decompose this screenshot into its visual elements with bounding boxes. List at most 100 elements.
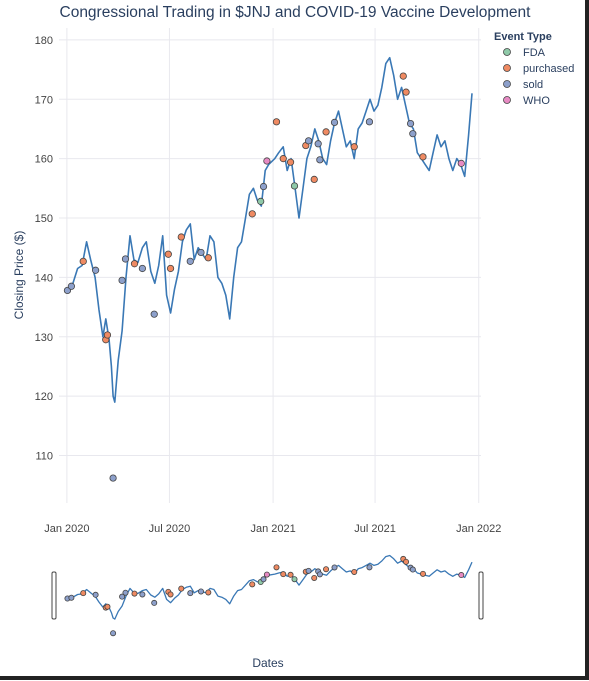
event-marker-sold[interactable] xyxy=(122,589,129,596)
event-marker-sold[interactable] xyxy=(150,310,158,318)
event-marker-purchased[interactable] xyxy=(323,566,330,573)
event-marker-sold[interactable] xyxy=(409,130,417,138)
legend-title: Event Type xyxy=(494,31,552,43)
event-marker-purchased[interactable] xyxy=(177,233,185,241)
event-marker-sold[interactable] xyxy=(406,119,415,128)
event-marker-purchased[interactable] xyxy=(167,591,174,598)
legend-label-sold[interactable]: sold xyxy=(523,79,543,91)
event-marker-sold[interactable] xyxy=(305,567,312,574)
event-marker-sold[interactable] xyxy=(197,588,204,595)
y-tick-label: 180 xyxy=(35,35,53,47)
event-marker-purchased[interactable] xyxy=(166,264,175,273)
event-marker-purchased[interactable] xyxy=(419,153,427,161)
event-marker-sold[interactable] xyxy=(92,266,100,274)
event-marker-purchased[interactable] xyxy=(419,570,426,577)
event-marker-who[interactable] xyxy=(457,159,465,167)
event-marker-fda[interactable] xyxy=(290,182,299,190)
range-slider-handle-right[interactable] xyxy=(478,571,484,620)
range-slider[interactable] xyxy=(51,550,484,640)
legend-marker-fda[interactable] xyxy=(503,48,511,56)
event-marker-sold[interactable] xyxy=(187,590,194,597)
event-marker-purchased[interactable] xyxy=(80,590,87,597)
range-slider-handle-left[interactable] xyxy=(51,571,57,620)
event-marker-sold[interactable] xyxy=(110,630,117,637)
event-marker-purchased[interactable] xyxy=(279,155,287,163)
event-marker-purchased[interactable] xyxy=(286,158,295,166)
event-marker-sold[interactable] xyxy=(197,248,205,257)
x-axis-label: Dates xyxy=(252,656,283,670)
event-marker-sold[interactable] xyxy=(260,576,267,583)
event-marker-sold[interactable] xyxy=(314,140,322,148)
event-marker-fda[interactable] xyxy=(257,197,265,205)
event-marker-purchased[interactable] xyxy=(280,571,287,578)
event-marker-sold[interactable] xyxy=(331,564,338,571)
event-marker-purchased[interactable] xyxy=(273,564,280,571)
event-marker-sold[interactable] xyxy=(304,137,313,145)
event-marker-purchased[interactable] xyxy=(131,590,138,597)
event-marker-sold[interactable] xyxy=(68,594,75,601)
event-marker-purchased[interactable] xyxy=(322,128,330,136)
event-marker-sold[interactable] xyxy=(121,255,130,263)
x-tick-label: Jan 2022 xyxy=(456,523,501,535)
event-marker-sold[interactable] xyxy=(330,118,339,127)
event-marker-sold[interactable] xyxy=(92,591,99,598)
y-axis: 110 120 130 140 150 160 170 180 xyxy=(35,35,53,463)
event-marker-purchased[interactable] xyxy=(178,585,185,592)
price-line xyxy=(66,56,473,403)
event-marker-who[interactable] xyxy=(458,572,465,579)
x-tick-label: Jul 2020 xyxy=(149,523,191,535)
event-marker-who[interactable] xyxy=(263,571,270,578)
event-marker-sold[interactable] xyxy=(151,599,158,606)
event-marker-sold[interactable] xyxy=(139,591,146,598)
y-axis-label: Closing Price ($) xyxy=(12,231,26,320)
y-tick-label: 130 xyxy=(35,332,53,344)
event-marker-sold[interactable] xyxy=(259,182,268,191)
event-marker-purchased[interactable] xyxy=(79,257,87,265)
event-marker-sold[interactable] xyxy=(316,156,324,164)
event-marker-sold[interactable] xyxy=(67,282,75,290)
event-marker-purchased[interactable] xyxy=(248,210,256,218)
event-marker-purchased[interactable] xyxy=(249,581,256,588)
legend-label-who[interactable]: WHO xyxy=(523,95,550,107)
event-marker-purchased[interactable] xyxy=(310,175,318,184)
y-tick-label: 110 xyxy=(35,451,53,463)
legend-marker-who[interactable] xyxy=(503,96,511,104)
event-marker-who[interactable] xyxy=(263,157,271,165)
legend-marker-purchased[interactable] xyxy=(503,64,511,72)
event-marker-sold[interactable] xyxy=(186,257,194,265)
event-marker-purchased[interactable] xyxy=(204,254,212,262)
event-marker-sold[interactable] xyxy=(316,571,323,578)
event-marker-fda[interactable] xyxy=(291,576,298,583)
event-marker-sold[interactable] xyxy=(109,474,117,482)
x-axis: Jan 2020 Jul 2020 Jan 2021 Jul 2021 Jan 2022 xyxy=(44,523,501,535)
event-marker-purchased[interactable] xyxy=(104,603,111,610)
legend-marker-sold[interactable] xyxy=(503,80,511,88)
event-marker-sold[interactable] xyxy=(118,276,126,284)
grid xyxy=(59,28,481,503)
main-plot[interactable] xyxy=(63,56,473,482)
event-marker-purchased[interactable] xyxy=(287,571,294,578)
event-marker-purchased[interactable] xyxy=(311,574,318,581)
event-marker-purchased[interactable] xyxy=(164,250,172,258)
event-marker-purchased[interactable] xyxy=(272,118,281,126)
event-marker-purchased[interactable] xyxy=(130,260,139,268)
y-tick-label: 140 xyxy=(35,272,53,284)
event-marker-sold[interactable] xyxy=(119,593,126,600)
event-marker-purchased[interactable] xyxy=(103,331,112,339)
event-marker-purchased[interactable] xyxy=(205,589,212,596)
event-marker-sold[interactable] xyxy=(366,564,373,571)
event-marker-purchased[interactable] xyxy=(351,568,358,575)
event-marker-sold[interactable] xyxy=(409,566,416,573)
x-tick-label: Jan 2021 xyxy=(250,523,295,535)
legend-label-fda[interactable]: FDA xyxy=(523,47,546,59)
event-marker-sold[interactable] xyxy=(365,118,374,126)
event-marker-purchased[interactable] xyxy=(350,143,358,151)
event-marker-purchased[interactable] xyxy=(399,72,407,80)
event-marker-purchased[interactable] xyxy=(403,558,410,565)
event-marker-purchased[interactable] xyxy=(402,88,410,96)
event-marker-sold[interactable] xyxy=(138,264,146,273)
legend-label-purchased[interactable]: purchased xyxy=(523,63,574,75)
legend[interactable]: Event Type FDA purchased sold WHO xyxy=(494,31,574,107)
